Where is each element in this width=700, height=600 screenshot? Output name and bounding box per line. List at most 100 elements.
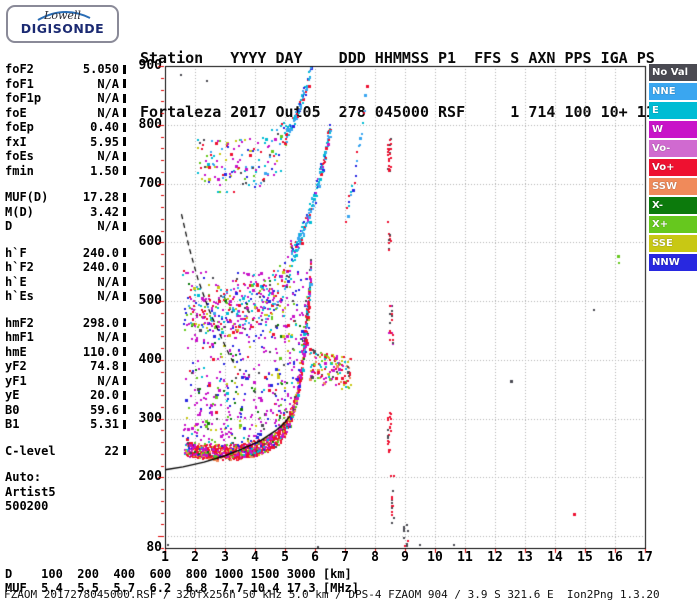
x-axis-tick-label: 15 (577, 550, 593, 565)
parameter-row: fmin 1.50 (5, 164, 126, 179)
d-row: D 100 200 400 600 800 1000 1500 3000 [km… (5, 567, 352, 581)
parameter-tick (123, 361, 126, 371)
parameter-label: fmin (5, 163, 34, 178)
x-axis-tick-label: 11 (457, 550, 473, 565)
parameter-value: N/A (97, 274, 119, 289)
parameter-label: h`F (5, 245, 27, 260)
parameter-tick (123, 248, 126, 258)
parameter-label: yE (5, 388, 20, 403)
x-axis-tick-label: 12 (487, 550, 503, 565)
logo-digisonde-text: DIGISONDE (20, 21, 105, 36)
x-axis-tick-label: 14 (547, 550, 563, 565)
parameter-value: N/A (97, 330, 119, 345)
legend-item-vo+: Vo+ (649, 159, 697, 176)
parameter-value: 74.8 (90, 359, 119, 374)
parameter-value: 5.95 (90, 134, 119, 149)
parameter-label: C-level (5, 443, 56, 458)
parameter-label: yF1 (5, 373, 27, 388)
legend-item-w: W (649, 121, 697, 138)
parameter-value: 0.40 (90, 120, 119, 135)
parameter-label: 500200 (5, 499, 49, 514)
parameter-value: 3.42 (90, 204, 119, 219)
legend-item-x-: X- (649, 197, 697, 214)
parameter-value: 5.050 (82, 62, 119, 77)
parameter-tick (123, 347, 126, 357)
logo-swoosh-icon (37, 11, 91, 21)
parameter-label: hmF2 (5, 315, 34, 330)
parameter-value: 240.0 (82, 260, 119, 275)
parameter-tick (123, 207, 126, 217)
parameter-tick (123, 376, 126, 386)
parameter-row: fxI 5.95 (5, 135, 126, 150)
parameter-row: h`F 240.0 (5, 246, 126, 261)
legend-item-no-val: No Val (649, 64, 697, 81)
parameter-value: 17.28 (82, 190, 119, 205)
parameter-row: Artist5 (5, 485, 126, 500)
parameter-tick (123, 192, 126, 202)
parameter-row: yF1 N/A (5, 374, 126, 389)
parameter-row: yF2 74.8 (5, 359, 126, 374)
parameter-tick (123, 221, 126, 231)
parameter-value: 1.50 (90, 163, 119, 178)
parameter-tick (123, 151, 126, 161)
legend-item-sse: SSE (649, 235, 697, 252)
parameter-row: M(D) 3.42 (5, 205, 126, 220)
legend-item-vo-: Vo- (649, 140, 697, 157)
parameter-value: 5.31 (90, 417, 119, 432)
parameter-label: foE (5, 105, 27, 120)
x-axis-tick-label: 10 (427, 550, 443, 565)
ionogram-plot (150, 58, 655, 558)
parameter-row: hmF2 298.0 (5, 316, 126, 331)
parameter-label: foF2 (5, 62, 34, 77)
parameter-value: N/A (97, 149, 119, 164)
parameter-tick (123, 137, 126, 147)
legend-item-e: E (649, 102, 697, 119)
parameter-tick (123, 390, 126, 400)
parameter-tick (123, 446, 126, 456)
parameter-value: N/A (97, 373, 119, 388)
parameter-label: MUF(D) (5, 190, 49, 205)
parameter-row: foEs N/A (5, 149, 126, 164)
parameter-label: B0 (5, 402, 20, 417)
parameter-tick (123, 262, 126, 272)
parameter-tick (123, 122, 126, 132)
parameter-tick (123, 405, 126, 415)
d-muf-table: D 100 200 400 600 800 1000 1500 3000 [km… (5, 567, 360, 595)
parameter-value: 59.6 (90, 402, 119, 417)
parameter-value: 240.0 (82, 245, 119, 260)
x-axis-tick-label: 13 (517, 550, 533, 565)
parameter-row: Auto: (5, 470, 126, 485)
parameter-tick (123, 318, 126, 328)
parameter-value: 298.0 (82, 315, 119, 330)
parameter-tick (123, 419, 126, 429)
parameter-row: yE 20.0 (5, 388, 126, 403)
parameter-tick (123, 166, 126, 176)
parameter-label: Artist5 (5, 484, 56, 499)
x-axis-tick-label: 2 (191, 550, 199, 565)
parameter-row: hmE 110.0 (5, 345, 126, 360)
parameter-label: M(D) (5, 204, 34, 219)
parameter-tick (123, 277, 126, 287)
parameter-row: MUF(D) 17.28 (5, 190, 126, 205)
parameter-value: 20.0 (90, 388, 119, 403)
parameter-label: foF1 (5, 76, 34, 91)
x-axis-tick-label: 4 (251, 550, 259, 565)
parameter-row: 500200 (5, 499, 126, 514)
parameter-row: h`F2 240.0 (5, 260, 126, 275)
parameter-row: foF1 N/A (5, 77, 126, 92)
logo-lowell-text: Lowell (44, 9, 81, 22)
parameter-label: fxI (5, 134, 27, 149)
parameter-label: foEp (5, 120, 34, 135)
parameter-tick (123, 64, 126, 74)
x-axis-tick-label: 16 (607, 550, 623, 565)
parameter-value: N/A (97, 105, 119, 120)
parameter-tick (123, 332, 126, 342)
parameter-row: D N/A (5, 219, 126, 234)
parameter-label: B1 (5, 417, 20, 432)
parameter-label: hmE (5, 344, 27, 359)
parameter-tick (123, 93, 126, 103)
legend-item-nne: NNE (649, 83, 697, 100)
parameter-row: h`E N/A (5, 275, 126, 290)
muf-row: MUF 5.4 5.5 5.7 6.2 6.8 7.7 10.4 17.3 [M… (5, 580, 360, 595)
